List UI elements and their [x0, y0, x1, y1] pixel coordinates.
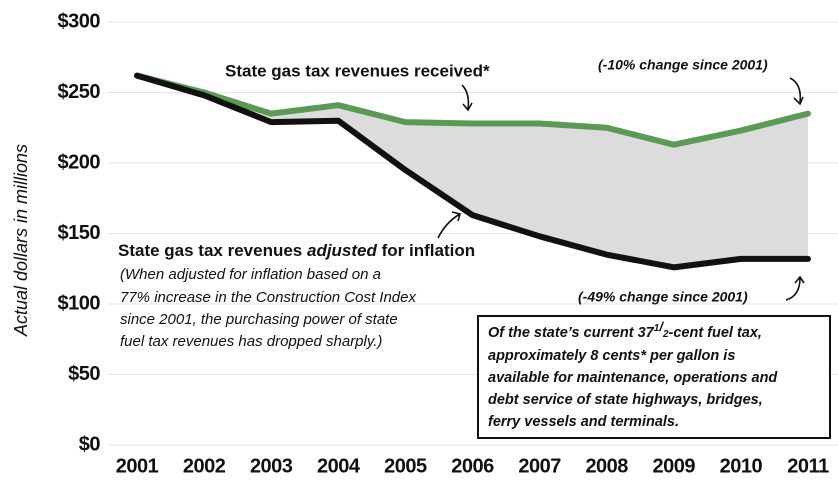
marks: [134, 72, 811, 271]
gap-area: [137, 75, 808, 268]
received-label: State gas tax revenues received*: [225, 61, 490, 80]
x-tick-label: 2006: [451, 455, 494, 477]
box-line: ferry vessels and terminals.: [488, 414, 679, 430]
y-tick-label: $250: [58, 81, 101, 103]
arrow: [785, 275, 805, 301]
inflation-note: fuel tax revenues has dropped sharply.): [120, 333, 382, 350]
box-part: Of the state’s current 37: [488, 325, 655, 341]
y-tick-label: $0: [79, 433, 101, 455]
inflation-label-part: State gas tax revenues: [118, 241, 307, 260]
box-line: debt service of state highways, bridges,: [488, 392, 763, 408]
x-tick-label: 2003: [250, 455, 293, 477]
x-tick-label: 2009: [653, 455, 696, 477]
received-change: (-10% change since 2001): [598, 57, 768, 73]
series-line: [134, 72, 811, 148]
x-tick-label: 2007: [518, 455, 561, 477]
y-tick-label: $100: [58, 292, 101, 314]
inflation-label-part: adjusted: [307, 241, 378, 260]
box-line: approximately 8 cents* per gallon is: [488, 348, 735, 364]
inflation-label-part: for inflation: [377, 241, 475, 260]
arrow: [789, 77, 804, 106]
x-tick-label: 2005: [384, 455, 427, 477]
x-tick-label: 2002: [183, 455, 226, 477]
inflation-note: (When adjusted for inflation based on a: [120, 266, 381, 283]
x-tick-label: 2001: [116, 455, 159, 477]
series-line: [134, 72, 811, 271]
box-part: 1: [654, 323, 660, 334]
box-part: -cent fuel tax,: [669, 325, 762, 341]
y-tick-label: $300: [58, 10, 101, 32]
y-tick-label: $150: [58, 222, 101, 244]
inflation-label: State gas tax revenues adjusted for infl…: [118, 241, 475, 260]
x-tick-label: 2008: [585, 455, 628, 477]
box-line: available for maintenance, operations an…: [488, 370, 778, 386]
y-axis-label: Actual dollars in millions: [11, 144, 31, 337]
box-line: Of the state’s current 371/2-cent fuel t…: [488, 319, 762, 340]
x-tick-label: 2010: [720, 455, 763, 477]
x-tick-label: 2011: [787, 455, 829, 477]
y-tick-label: $50: [68, 363, 100, 385]
box-part: 2: [662, 329, 669, 340]
inflation-note: since 2001, the purchasing power of stat…: [120, 311, 398, 328]
arrow: [437, 211, 461, 239]
arrow: [461, 84, 473, 112]
inflation-note: 77% increase in the Construction Cost In…: [120, 289, 416, 306]
inflation-change: (-49% change since 2001): [578, 289, 748, 305]
box-part: /: [658, 319, 664, 334]
y-tick-label: $200: [58, 151, 101, 173]
x-tick-label: 2004: [317, 455, 361, 477]
info-box: [477, 315, 831, 439]
